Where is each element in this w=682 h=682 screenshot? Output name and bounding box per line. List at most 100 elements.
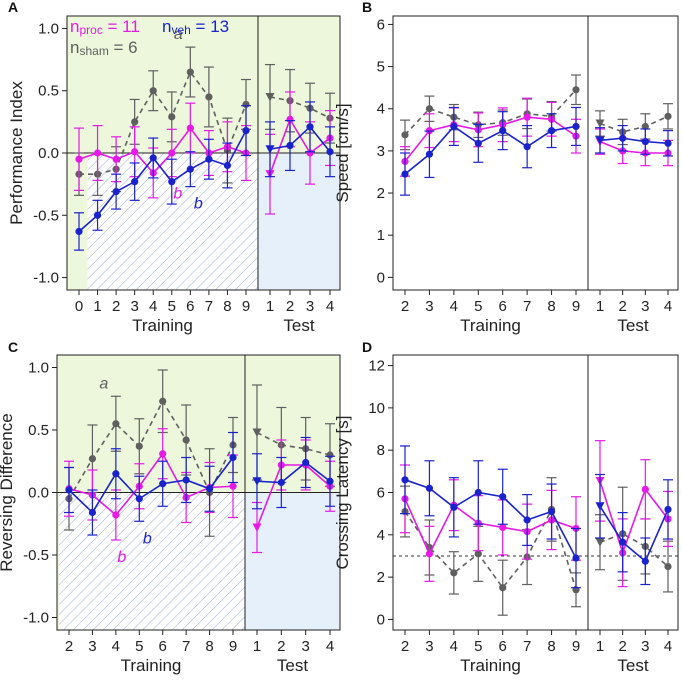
x-tick-label: 7 [205, 298, 213, 315]
data-point [499, 584, 507, 592]
series-line-proc-training [78, 126, 247, 175]
x-tick-label: 3 [425, 638, 433, 655]
x-tick-label: 1 [596, 298, 604, 315]
panel-letter: A [8, 0, 18, 15]
data-point [112, 511, 120, 519]
test-axis-label: Test [617, 656, 648, 675]
plot-background [393, 355, 678, 630]
annotation-veh: b [143, 530, 152, 547]
data-point [474, 139, 482, 147]
panel-letter: C [8, 339, 18, 355]
x-tick-label: 4 [112, 638, 120, 655]
data-point [182, 436, 190, 444]
x-tick-label: 8 [547, 298, 555, 315]
x-tick-label: 6 [159, 638, 167, 655]
x-tick-label: 3 [88, 638, 96, 655]
x-tick-label: 1 [266, 298, 274, 315]
y-tick-label: 6 [377, 16, 385, 33]
y-tick-label: -1.0 [23, 610, 49, 627]
y-axis-label: Speed [cm/s] [333, 103, 352, 202]
data-point [93, 149, 102, 157]
x-tick-label: 3 [130, 298, 138, 315]
legend-proc-symbol: n [70, 17, 79, 36]
data-point [168, 178, 176, 186]
data-point [186, 68, 194, 76]
series-line-sham-test [256, 431, 331, 456]
test-negative-region [245, 492, 340, 630]
legend-veh: nveh = 13 [162, 17, 229, 37]
annotation-proc: b [173, 186, 182, 203]
x-tick-label: 4 [149, 298, 157, 315]
y-tick-label: 2 [377, 569, 385, 586]
legend-veh-symbol: n [162, 17, 171, 36]
data-point [135, 442, 143, 450]
series-veh [400, 445, 673, 589]
y-tick-label: 0 [377, 269, 385, 286]
x-tick-label: 3 [641, 638, 649, 655]
data-point [112, 188, 120, 196]
x-tick-label: 5 [474, 298, 482, 315]
y-tick-label: 12 [368, 358, 385, 375]
data-marker [252, 428, 262, 437]
y-axis-label: Performance Index [7, 81, 26, 225]
panel-letter: D [362, 339, 372, 355]
data-point [326, 148, 334, 156]
data-marker [595, 119, 605, 128]
y-tick-label: 4 [377, 527, 385, 544]
data-point [159, 397, 167, 405]
data-point [277, 478, 285, 487]
x-tick-label: 7 [523, 298, 531, 315]
x-tick-label: 2 [401, 638, 409, 655]
annotation-sham: a [99, 375, 108, 392]
x-tick-label: 0 [75, 298, 83, 315]
x-tick-label: 5 [168, 298, 176, 315]
training-axis-label: Training [121, 656, 182, 675]
data-point [619, 134, 627, 142]
legend-sham: nsham = 6 [70, 38, 138, 58]
data-point [149, 87, 157, 95]
y-tick-label: 8 [377, 442, 385, 459]
series-line-veh-training [404, 125, 577, 175]
data-point [65, 486, 73, 494]
x-tick-label: 9 [229, 638, 237, 655]
data-point [523, 113, 531, 121]
x-tick-label: 6 [499, 298, 507, 315]
training-axis-label: Training [132, 316, 193, 335]
data-point [88, 508, 97, 517]
x-tick-label: 6 [499, 638, 507, 655]
data-point [112, 155, 120, 163]
series-line-sham-test [599, 532, 669, 568]
x-tick-label: 7 [523, 638, 531, 655]
legend-sham-value: = 6 [109, 38, 138, 57]
data-point [499, 493, 507, 501]
data-point [186, 165, 194, 173]
series-line-sham-training [404, 89, 577, 136]
series-line-proc-test [599, 480, 669, 556]
data-point [302, 458, 310, 467]
legend-veh-subscript: veh [171, 23, 190, 37]
x-tick-label: 3 [301, 638, 309, 655]
data-marker [252, 523, 262, 532]
data-point [205, 93, 213, 101]
legend-veh-value: = 13 [191, 17, 229, 36]
series-line-veh-training [404, 479, 577, 559]
data-point [88, 455, 97, 463]
x-tick-label: 3 [425, 298, 433, 315]
x-tick-label: 9 [242, 298, 250, 315]
legend-proc-subscript: proc [79, 23, 102, 37]
data-point [242, 126, 250, 135]
data-point [572, 554, 580, 562]
x-tick-label: 1 [253, 638, 261, 655]
x-tick-label: 2 [618, 638, 626, 655]
data-point [112, 420, 120, 428]
data-point [664, 139, 672, 147]
data-marker [252, 477, 262, 486]
test-negative-region [258, 153, 340, 290]
test-axis-label: Test [617, 316, 648, 335]
x-tick-label: 5 [135, 638, 143, 655]
series-line-proc-training [404, 498, 577, 556]
data-point [131, 178, 139, 186]
